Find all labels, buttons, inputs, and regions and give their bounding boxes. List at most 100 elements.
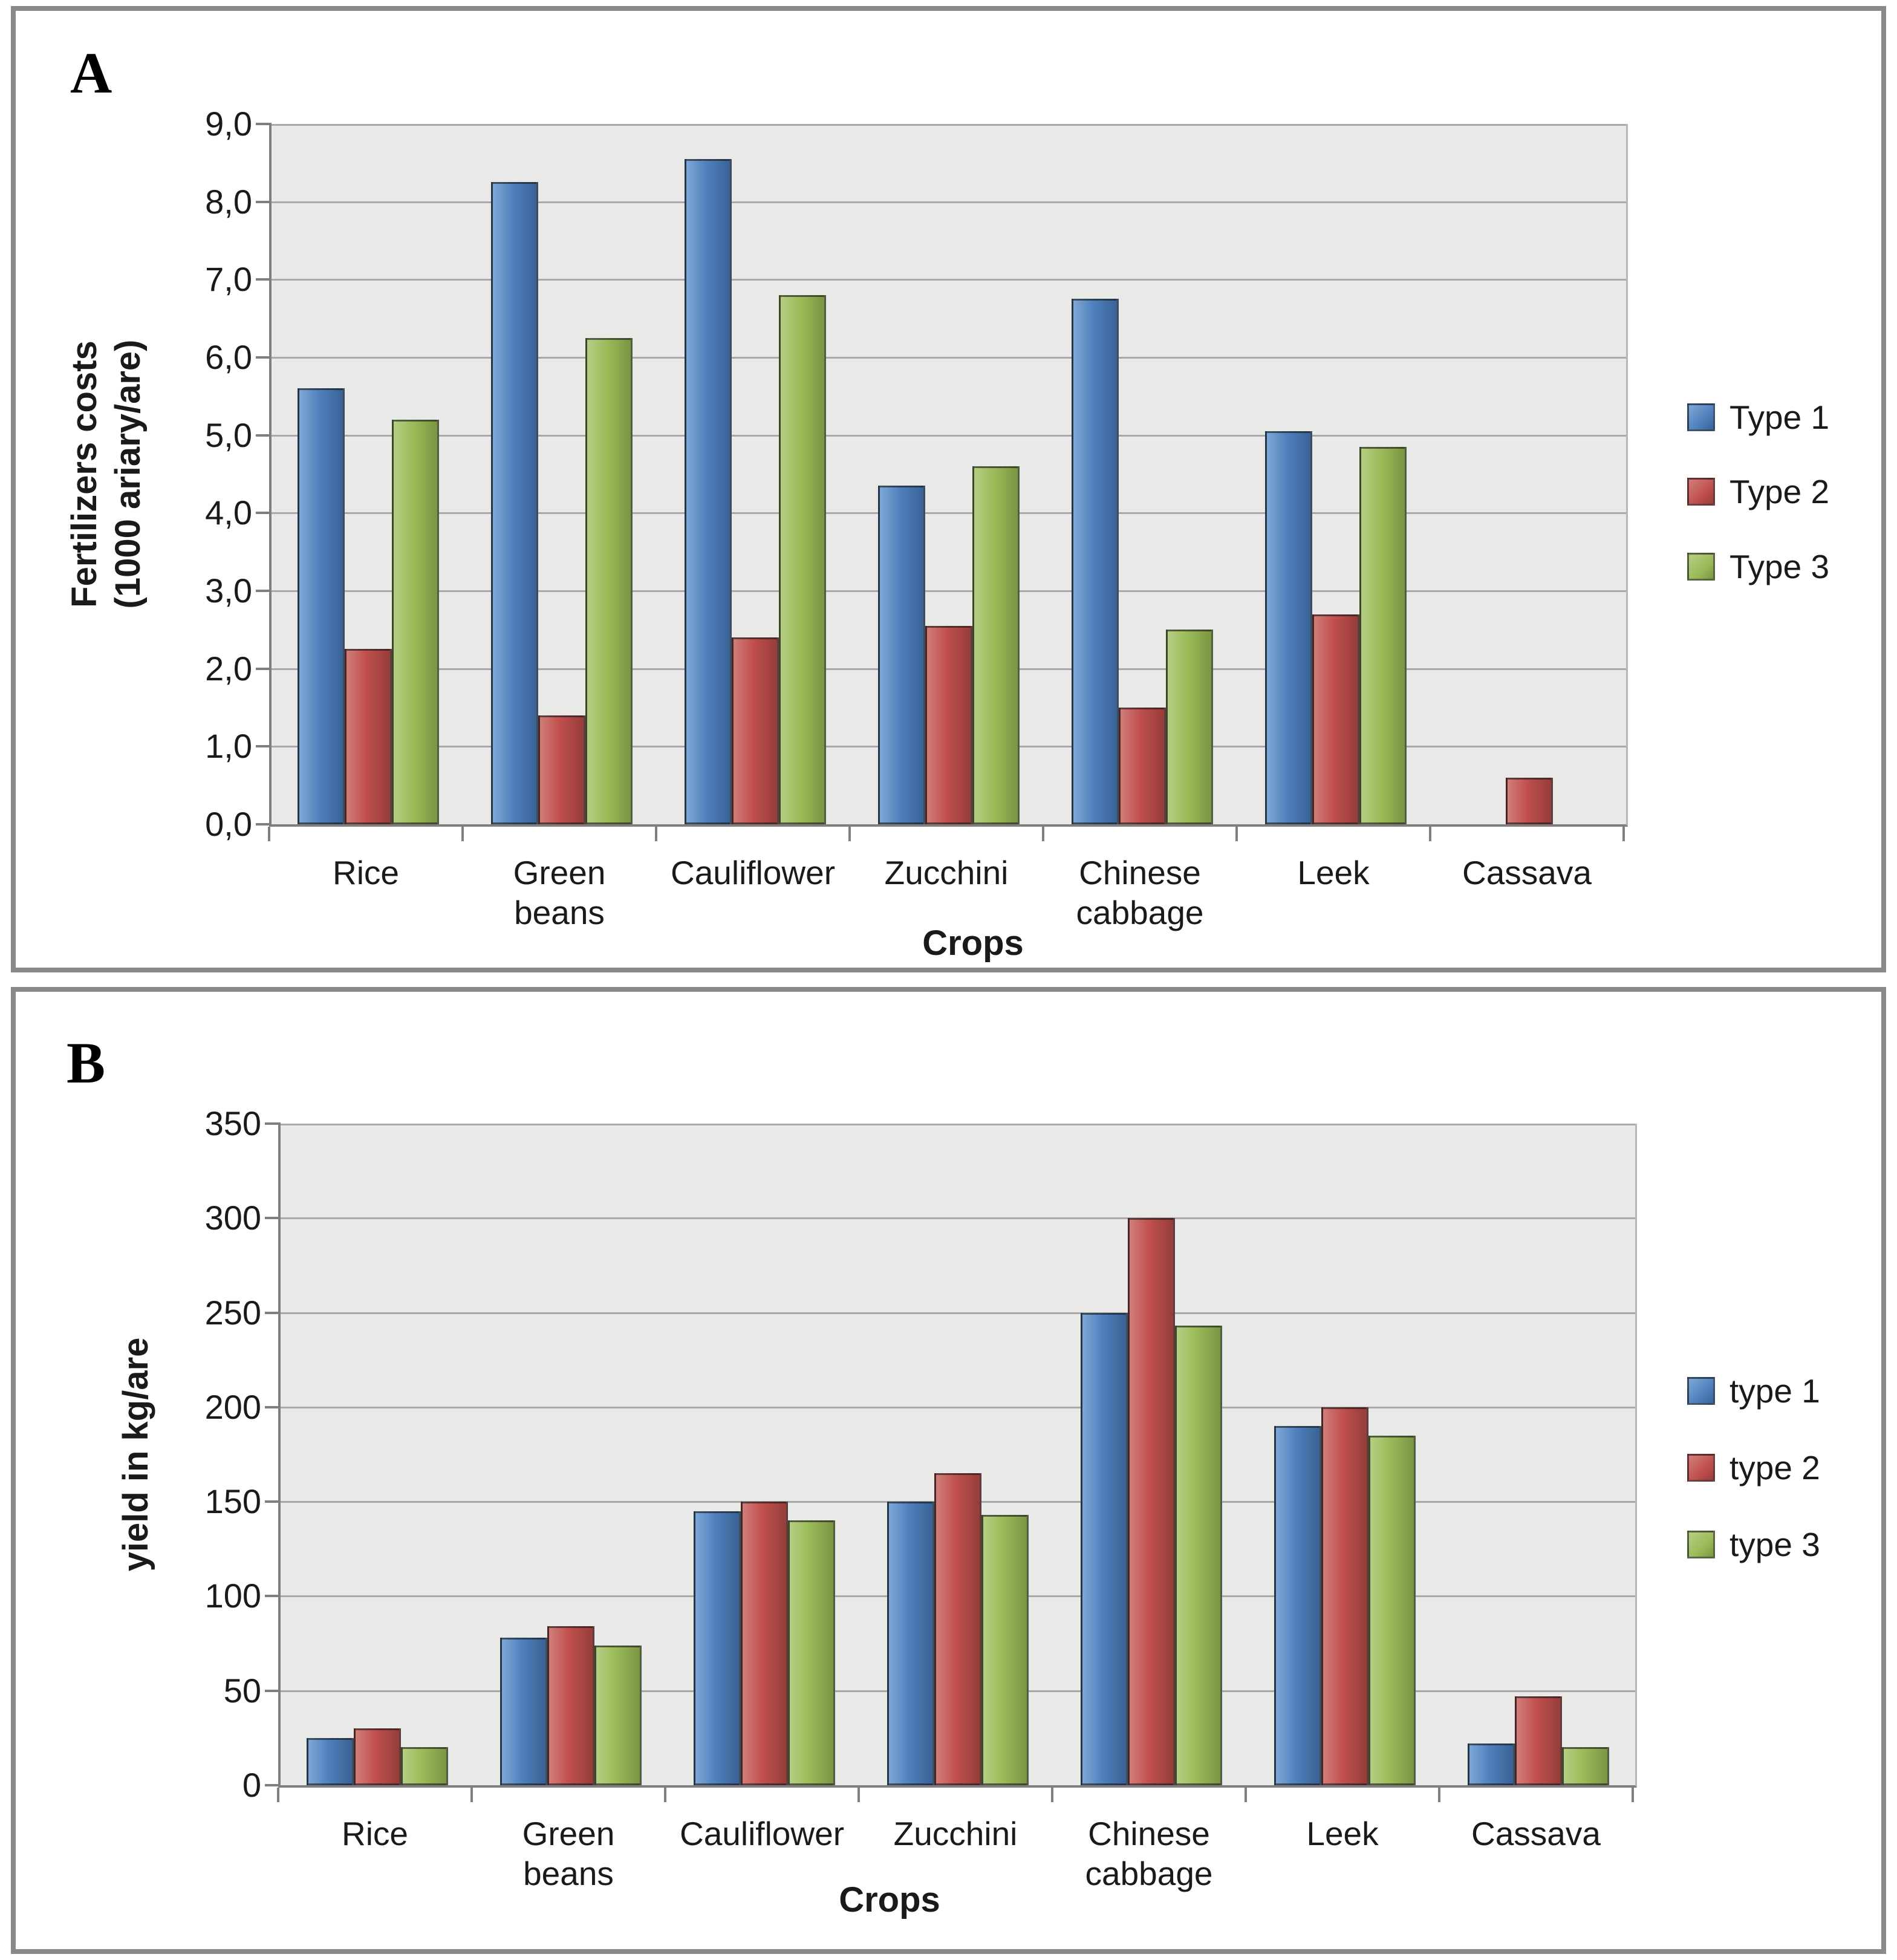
y-tick-label: 5,0	[205, 416, 252, 454]
category-label-line: Leek	[1306, 1815, 1379, 1852]
bar	[878, 486, 925, 824]
y-tick-label: 8,0	[205, 183, 252, 221]
category-label: Zucchini	[859, 1814, 1052, 1854]
bar	[1128, 1218, 1175, 1785]
legend-item: Type 1	[1687, 398, 1829, 437]
legend-label: Type 3	[1729, 548, 1830, 585]
legend-item: type 3	[1687, 1525, 1820, 1564]
gridline	[281, 1312, 1635, 1314]
x-tick-mark	[857, 1788, 860, 1802]
y-tick-mark	[256, 745, 272, 747]
category-label: Green beans	[472, 1814, 665, 1893]
x-tick-mark	[1051, 1788, 1053, 1802]
bar	[732, 637, 779, 824]
category-label: Green beans	[463, 853, 656, 933]
y-tick-label: 0,0	[205, 805, 252, 843]
legend-swatch-1	[1687, 403, 1715, 431]
y-tick-label: 100	[204, 1577, 261, 1615]
legend-label: type 2	[1729, 1449, 1820, 1486]
gridline	[272, 124, 1626, 126]
y-tick-label: 300	[204, 1199, 261, 1237]
bar	[1119, 708, 1166, 824]
category-label-line: Cauliflower	[670, 854, 836, 891]
y-tick-label: 6,0	[205, 338, 252, 376]
panel-a: A Fertilizers costs (1000 ariary/are) 9,0…	[11, 6, 1886, 972]
y-tick-label: 150	[204, 1482, 261, 1520]
legend-item: type 2	[1687, 1448, 1820, 1487]
category-label: Rice	[278, 1814, 472, 1854]
legend-item: Type 2	[1687, 472, 1829, 511]
category-label-line: Cassava	[1462, 854, 1592, 891]
x-tick-mark	[461, 827, 464, 841]
category-label-line: Rice	[341, 1815, 409, 1852]
y-tick-mark	[265, 1690, 281, 1692]
category-label-line: Green	[522, 1815, 615, 1852]
y-tick-label: 2,0	[205, 650, 252, 688]
y-axis-title: Fertilizers costs (1000 ariary/are)	[63, 340, 150, 609]
bar	[538, 715, 585, 824]
x-tick-mark	[1245, 1788, 1247, 1802]
bar	[345, 649, 392, 824]
x-tick-mark	[1622, 827, 1625, 841]
bar	[788, 1520, 835, 1785]
bar	[1359, 447, 1407, 824]
bar	[1468, 1743, 1515, 1785]
y-tick-label: 50	[223, 1672, 261, 1710]
category-label-line: cabbage	[1085, 1855, 1213, 1892]
bar	[694, 1511, 741, 1785]
gridline	[281, 1124, 1635, 1125]
legend-label: Type 2	[1729, 473, 1830, 510]
category-label-line: Leek	[1297, 854, 1370, 891]
y-tick-mark	[265, 1406, 281, 1408]
bar	[972, 466, 1020, 824]
bar	[934, 1473, 981, 1785]
bar	[594, 1646, 642, 1785]
y-tick-label: 350	[204, 1104, 261, 1142]
legend-label: Type 1	[1729, 399, 1830, 436]
gridline	[281, 1407, 1635, 1408]
bar	[1515, 1696, 1562, 1785]
category-label: Zucchini	[850, 853, 1043, 893]
panel-b-letter: B	[67, 1030, 106, 1095]
bar	[585, 338, 633, 824]
panel-b: B yield in kg/are 350 300 250 200 150 100 50 0 R…	[11, 987, 1886, 1954]
x-tick-mark	[664, 1788, 666, 1802]
bar	[1081, 1313, 1128, 1785]
y-tick-mark	[256, 123, 272, 125]
y-tick-label: 4,0	[205, 493, 252, 532]
y-tick-mark	[265, 1784, 281, 1786]
category-label-line: beans	[514, 894, 605, 931]
y-tick-mark	[265, 1122, 281, 1125]
gridline	[272, 435, 1626, 437]
category-label: Chinese cabbage	[1043, 853, 1237, 933]
y-axis-title-line: Fertilizers costs	[65, 340, 104, 608]
bar	[1265, 431, 1312, 824]
gridline	[272, 279, 1626, 281]
bar	[981, 1515, 1029, 1785]
gridline	[272, 590, 1626, 592]
category-label-line: Cassava	[1471, 1815, 1601, 1852]
gridline	[272, 357, 1626, 359]
category-label: Rice	[269, 853, 463, 893]
y-tick-label: 0	[242, 1766, 261, 1804]
x-tick-mark	[655, 827, 657, 841]
y-tick-mark	[256, 590, 272, 592]
gridline	[272, 512, 1626, 514]
y-tick-label: 200	[204, 1388, 261, 1426]
category-label-line: Chinese	[1088, 1815, 1210, 1852]
y-tick-label: 3,0	[205, 571, 252, 610]
bar	[491, 182, 538, 824]
bar	[685, 159, 732, 824]
legend-swatch-3	[1687, 1531, 1715, 1558]
bar	[547, 1626, 594, 1785]
bar	[887, 1502, 934, 1785]
gridline	[281, 1217, 1635, 1219]
bar	[1321, 1407, 1368, 1785]
x-tick-mark	[1235, 827, 1238, 841]
category-label-line: beans	[523, 1855, 614, 1892]
y-tick-mark	[256, 201, 272, 203]
legend-item: Type 3	[1687, 547, 1829, 586]
category-label: Cassava	[1430, 853, 1624, 893]
category-label-line: Rice	[332, 854, 400, 891]
bar	[1368, 1436, 1416, 1785]
